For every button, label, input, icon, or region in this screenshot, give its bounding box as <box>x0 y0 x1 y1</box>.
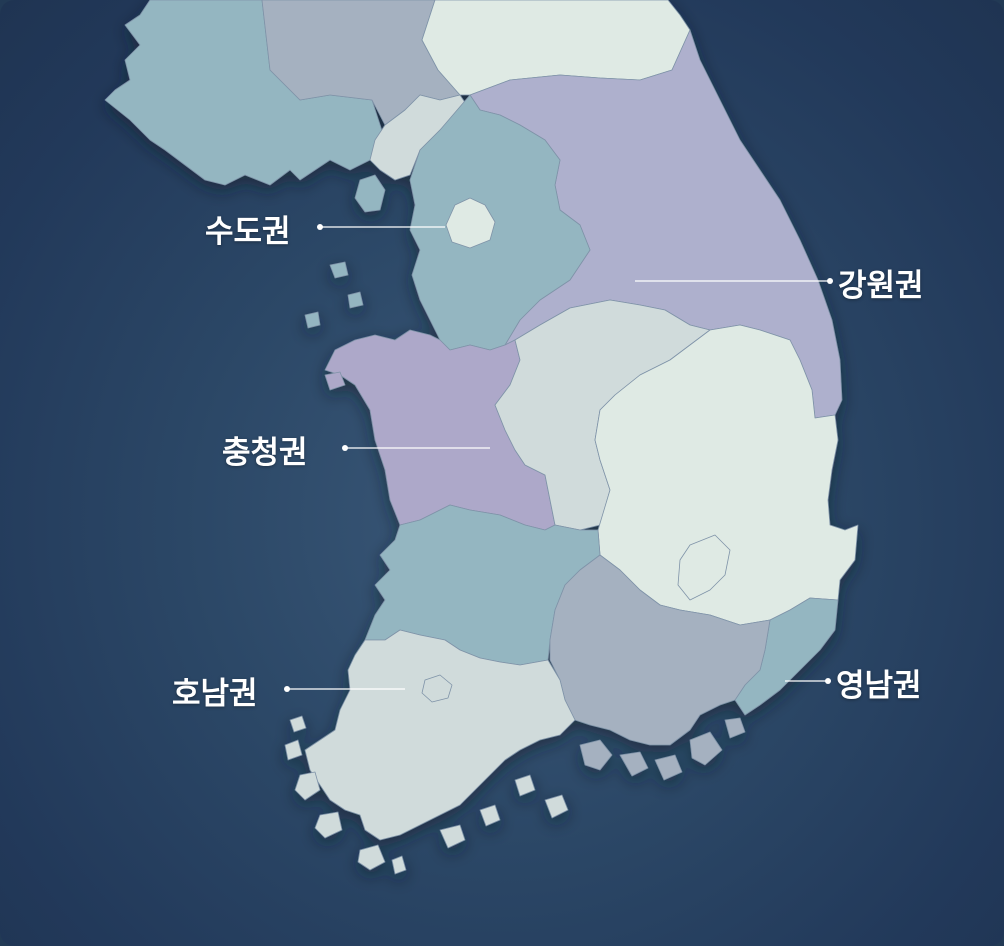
southern-islands-gyeongnam <box>579 717 746 781</box>
leader-dot-sudogwon <box>317 224 323 230</box>
leader-lines <box>284 224 833 692</box>
label-gangwon: 강원권 <box>838 268 924 304</box>
daegu-area <box>677 534 731 601</box>
leader-dot-yeongnam <box>825 678 831 684</box>
leader-dot-chungcheong <box>342 445 348 451</box>
seoul-area <box>445 197 496 249</box>
label-sudogwon: 수도권 <box>205 214 291 250</box>
label-honam: 호남권 <box>172 676 258 712</box>
southern-islands-honam <box>284 715 569 875</box>
west-islands <box>304 261 364 391</box>
label-yeongnam: 영남권 <box>836 668 922 704</box>
leader-dot-gangwon <box>827 278 833 284</box>
land-mass <box>104 0 859 875</box>
leader-dot-honam <box>284 686 290 692</box>
region-gyeongnam <box>549 554 771 746</box>
label-chungcheong: 충청권 <box>222 435 308 471</box>
island-ganghwa <box>354 174 386 213</box>
region-honam <box>304 629 576 841</box>
gwangju-area <box>421 674 453 703</box>
